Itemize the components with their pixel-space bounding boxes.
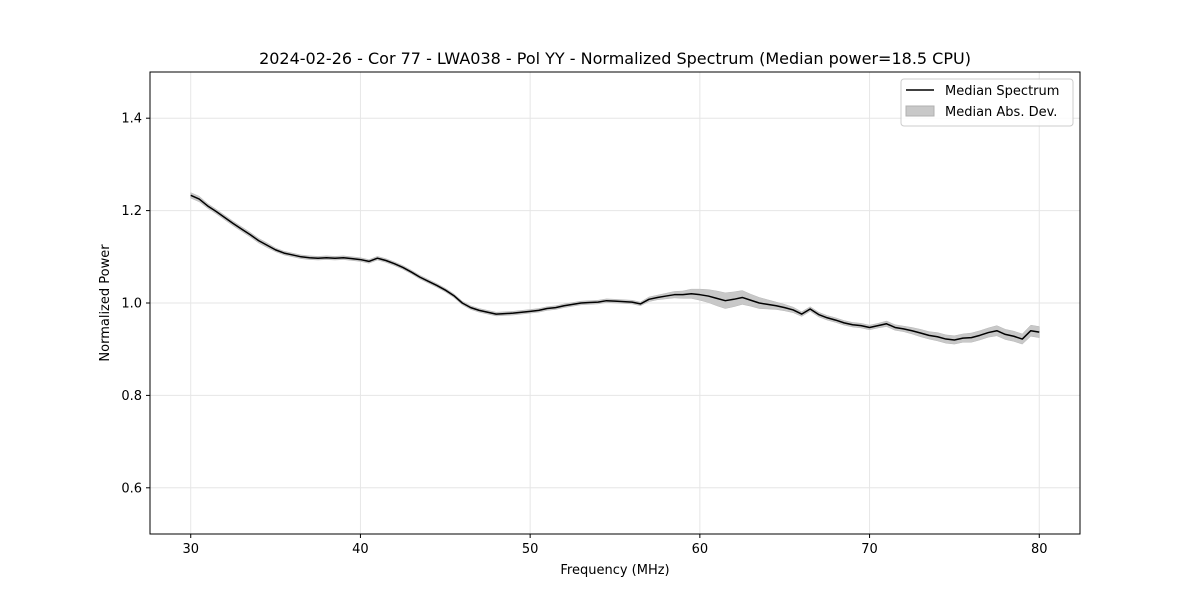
y-tick-label: 0.8 <box>121 389 142 404</box>
x-tick-label: 60 <box>692 542 709 557</box>
y-tick-label: 0.6 <box>121 481 142 496</box>
legend-frame <box>900 78 1074 127</box>
y-tick-label: 1.4 <box>121 112 142 127</box>
mad-band-layer <box>190 192 1040 345</box>
legend-median-label: Median Spectrum <box>945 84 1059 99</box>
x-tick-label: 40 <box>352 542 369 557</box>
legend: Median Spectrum Median Abs. Dev. <box>900 78 1074 127</box>
x-axis-label: Frequency (MHz) <box>560 563 669 578</box>
y-axis: 0.6 0.8 1.0 1.2 1.4 <box>121 112 150 496</box>
y-tick-label: 1.0 <box>121 297 142 312</box>
legend-mad-swatch <box>905 105 935 117</box>
x-axis: 30 40 50 60 70 80 <box>182 534 1048 557</box>
x-tick-label: 80 <box>1031 542 1048 557</box>
x-tick-label: 50 <box>522 542 539 557</box>
median-spectrum-line <box>190 194 1040 341</box>
y-tick-label: 1.2 <box>121 204 142 219</box>
mad-band <box>190 192 1040 345</box>
x-tick-label: 30 <box>182 542 199 557</box>
legend-mad-label: Median Abs. Dev. <box>945 105 1057 120</box>
x-tick-label: 70 <box>861 542 878 557</box>
y-axis-label: Normalized Power <box>98 244 113 362</box>
chart-title: 2024-02-26 - Cor 77 - LWA038 - Pol YY - … <box>259 49 971 68</box>
median-line-layer <box>190 194 1040 341</box>
